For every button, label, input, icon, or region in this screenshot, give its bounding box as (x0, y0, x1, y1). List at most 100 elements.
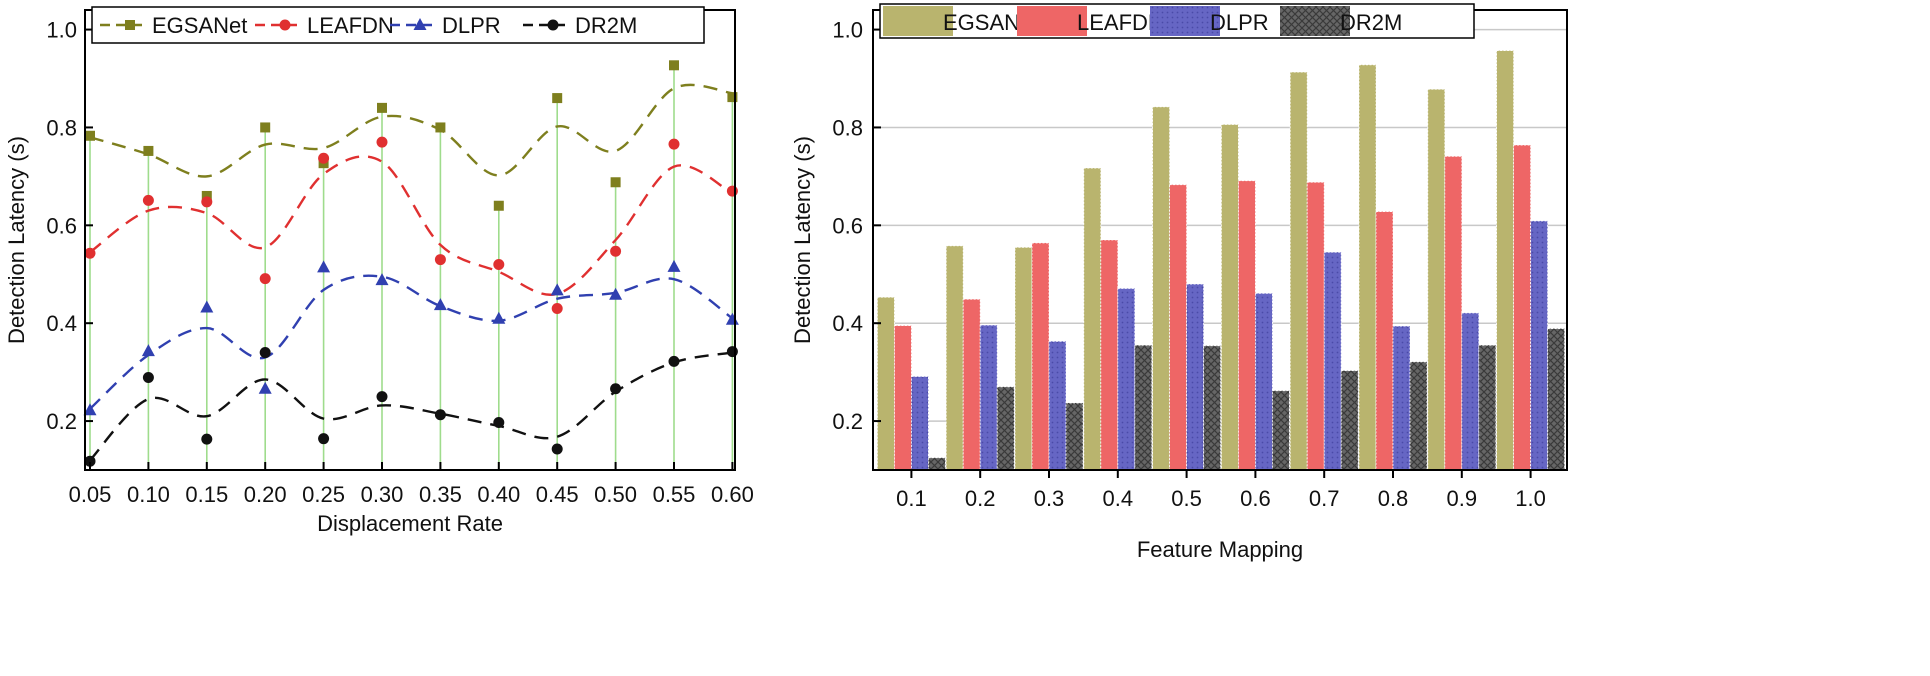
legend-item-leafdn: LEAFDN (255, 13, 394, 38)
series-line-dr2m (89, 351, 733, 462)
data-point-dr2m-0-05 (84, 455, 96, 467)
data-point-leafdn-0-30 (376, 136, 388, 148)
bar-leafdn-0-1 (894, 325, 912, 471)
legend-swatch-leafdn (1017, 6, 1087, 36)
legend-label-dlpr: DLPR (442, 13, 501, 38)
bar-egsanet-1-0 (1496, 50, 1514, 471)
bar-group-0-2 (945, 245, 1015, 471)
bar-egsanet-0-7 (1289, 71, 1308, 471)
series-leafdn (84, 136, 738, 315)
right-x-axis: 0.1 0.2 0.3 0.4 0.5 0.6 0.7 0.8 0.9 1.0 (896, 470, 1546, 511)
right-y-axis-title: Detection Latency (s) (790, 136, 815, 344)
bar-dlpr-0-2 (979, 324, 998, 471)
bar-group-0-1 (877, 296, 946, 471)
legend-item-dr2m: DR2M (523, 13, 637, 38)
bar-group-0-6 (1221, 124, 1290, 471)
right-x-tick-label: 0.7 (1309, 486, 1340, 511)
right-y-tick-label: 0.2 (832, 409, 863, 434)
data-point-leafdn-0-35 (434, 254, 446, 266)
bar-group-1-0 (1496, 50, 1565, 471)
left-drop-lines (89, 65, 734, 470)
left-x-tick-label: 0.20 (244, 482, 287, 507)
left-x-axis: 0.05 0.10 0.15 0.20 0.25 0.30 0.35 0.40 0.45 0.50… (69, 462, 754, 507)
bar-dlpr-0-5 (1186, 283, 1204, 471)
left-y-axis-title: Detection Latency (s) (4, 136, 29, 344)
data-point-dr2m-0-35 (434, 409, 446, 421)
bar-dr2m-1-0 (1547, 328, 1565, 471)
data-point-dr2m-0-40 (493, 417, 505, 429)
legend-label-leafdn: LEAFDN (1077, 10, 1164, 35)
legend-item-egsanet: EGSANet (883, 6, 1038, 36)
bar-group-0-4 (1083, 167, 1153, 471)
bar-egsanet-0-6 (1221, 124, 1239, 471)
data-point-leafdn-0-10 (142, 194, 154, 206)
right-x-tick-label: 0.6 (1240, 486, 1271, 511)
series-line-dlpr (89, 274, 734, 410)
data-point-leafdn-0-20 (259, 273, 271, 285)
data-point-dr2m-0-60 (726, 346, 738, 358)
right-x-tick-label: 0.2 (965, 486, 996, 511)
data-point-dr2m-0-30 (376, 391, 388, 403)
right-x-tick-label: 1.0 (1515, 486, 1546, 511)
legend-item-dlpr: DLPR (1150, 6, 1269, 36)
right-y-axis: 0.2 0.4 0.6 0.8 1.0 (832, 18, 881, 434)
right-legend: EGSANet LEAFDN DLPR DR2M (879, 3, 1475, 39)
left-y-tick-label: 0.2 (46, 409, 77, 434)
legend-marker-dlpr (413, 18, 427, 30)
bar-leafdn-0-5 (1169, 184, 1187, 471)
line-chart-panel: 0.2 0.4 0.6 0.8 1.0 0.05 0.10 0.15 0.20 0.25 0.30… (4, 6, 754, 536)
right-x-axis-title: Feature Mapping (1137, 537, 1303, 562)
bar-group-0-3 (1014, 242, 1084, 471)
bar-leafdn-0-6 (1238, 180, 1256, 471)
legend-marker-egsanet (125, 20, 135, 30)
bar-dr2m-0-7 (1340, 370, 1359, 471)
left-x-tick-label: 0.35 (419, 482, 462, 507)
bar-dlpr-0-6 (1255, 292, 1273, 471)
bar-dr2m-0-1 (928, 457, 946, 471)
legend-marker-leafdn (279, 19, 291, 31)
series-line-leafdn (89, 155, 733, 296)
data-point-leafdn-0-45 (551, 303, 563, 315)
bar-egsanet-0-2 (945, 245, 964, 471)
data-point-leafdn-0-60 (726, 185, 738, 197)
data-point-egsanet-0-05 (85, 130, 95, 141)
right-y-tick-label: 0.6 (832, 213, 863, 238)
left-x-tick-label: 0.30 (361, 482, 404, 507)
left-x-tick-label: 0.40 (477, 482, 520, 507)
series-egsanet (85, 60, 738, 211)
bar-group-0-7 (1289, 71, 1359, 471)
data-point-egsanet-0-20 (260, 122, 271, 133)
right-x-tick-label: 0.9 (1447, 486, 1478, 511)
left-x-tick-label: 0.10 (127, 482, 170, 507)
data-point-leafdn-0-55 (668, 138, 680, 150)
bar-egsanet-0-4 (1083, 167, 1102, 471)
bar-egsanet-0-9 (1427, 88, 1446, 471)
data-point-egsanet-0-60 (727, 92, 738, 103)
data-point-dr2m-0-55 (668, 355, 680, 367)
data-point-dr2m-0-45 (551, 443, 563, 455)
bar-dlpr-0-3 (1048, 340, 1067, 471)
data-point-leafdn-0-50 (610, 245, 622, 257)
left-y-tick-label: 0.4 (46, 311, 77, 336)
left-series-layer (83, 60, 739, 467)
legend-swatch-dlpr (1150, 6, 1220, 36)
left-y-axis: 0.2 0.4 0.6 0.8 1.0 (46, 18, 93, 434)
legend-item-dlpr: DLPR (390, 13, 501, 38)
data-point-dlpr-0-05 (83, 403, 97, 416)
data-point-dlpr-0-20 (258, 381, 272, 394)
right-x-tick-label: 0.3 (1034, 486, 1065, 511)
right-y-tick-label: 0.8 (832, 115, 863, 140)
bar-leafdn-1-0 (1513, 144, 1531, 471)
data-point-dr2m-0-25 (318, 433, 330, 445)
bar-dlpr-0-9 (1461, 312, 1480, 471)
data-point-leafdn-0-40 (493, 258, 505, 270)
bar-dlpr-1-0 (1530, 220, 1548, 471)
bar-dr2m-0-5 (1203, 345, 1221, 471)
bar-dr2m-0-8 (1409, 361, 1428, 471)
data-point-egsanet-0-50 (610, 177, 621, 188)
data-point-egsanet-0-45 (552, 93, 563, 104)
series-dlpr (83, 259, 739, 416)
bar-egsanet-0-8 (1358, 64, 1377, 471)
